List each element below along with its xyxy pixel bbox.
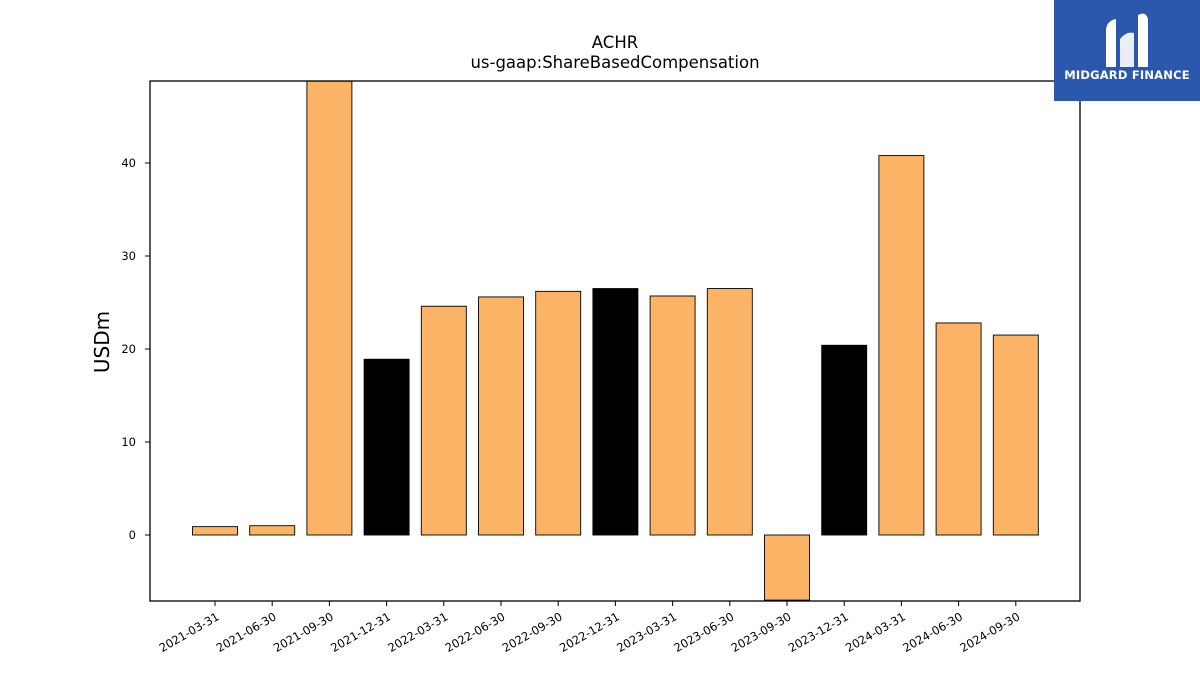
x-tick-label: 2023-12-31 (786, 609, 851, 655)
y-tick-label: 30 (121, 249, 136, 263)
x-tick-label: 2023-06-30 (671, 609, 736, 655)
bar-2024-03-31 (878, 155, 925, 536)
bar-2024-06-30 (935, 322, 982, 536)
plot-frame (149, 80, 1081, 602)
bar-2021-09-30 (306, 80, 353, 536)
chart-title: ACHR (592, 33, 638, 52)
x-axis-ticks: 2021-03-312021-06-302021-09-302021-12-31… (157, 601, 1022, 655)
x-tick-label: 2022-06-30 (443, 609, 508, 655)
x-tick-label: 2021-09-30 (271, 609, 336, 655)
y-tick-label: 40 (121, 156, 136, 170)
bars-group (192, 80, 1039, 601)
x-tick-label: 2022-09-30 (500, 609, 565, 655)
bar-2021-03-31 (192, 526, 238, 536)
brand-logo: MIDGARD FINANCE (1054, 0, 1200, 101)
y-axis-ticks: 0 10 20 30 40 (121, 156, 150, 542)
bar-2021-06-30 (249, 525, 296, 536)
x-tick-label: 2024-09-30 (957, 609, 1022, 655)
x-tick-label: 2023-03-31 (614, 609, 679, 655)
chart-subtitle: us-gaap:ShareBasedCompensation (470, 53, 759, 72)
bar-2024-09-30 (992, 334, 1039, 536)
logo-mark-icon (1106, 13, 1148, 68)
x-tick-label: 2021-03-31 (157, 609, 222, 655)
x-tick-label: 2024-03-31 (843, 609, 908, 655)
bar-2022-06-30 (478, 296, 524, 536)
x-tick-label: 2022-03-31 (385, 609, 450, 655)
bar-2022-12-31 (592, 288, 639, 536)
x-tick-label: 2021-12-31 (328, 609, 393, 655)
bar-2022-09-30 (535, 290, 582, 536)
y-axis-label: USDm (90, 311, 114, 373)
x-tick-label: 2021-06-30 (214, 609, 279, 655)
bar-2023-03-31 (649, 295, 696, 536)
y-tick-label: 0 (129, 528, 136, 542)
x-tick-label: 2022-12-31 (557, 609, 622, 655)
bar-2022-03-31 (420, 305, 467, 536)
y-tick-label: 20 (121, 342, 136, 356)
x-tick-label: 2024-06-30 (900, 609, 965, 655)
bar-2021-12-31 (363, 358, 410, 536)
bar-2023-09-30 (764, 534, 810, 601)
logo-text: MIDGARD FINANCE (1064, 68, 1190, 82)
y-tick-label: 10 (121, 435, 136, 449)
bar-2023-12-31 (821, 344, 868, 536)
bar-2023-06-30 (706, 288, 753, 536)
x-tick-label: 2023-09-30 (729, 609, 794, 655)
